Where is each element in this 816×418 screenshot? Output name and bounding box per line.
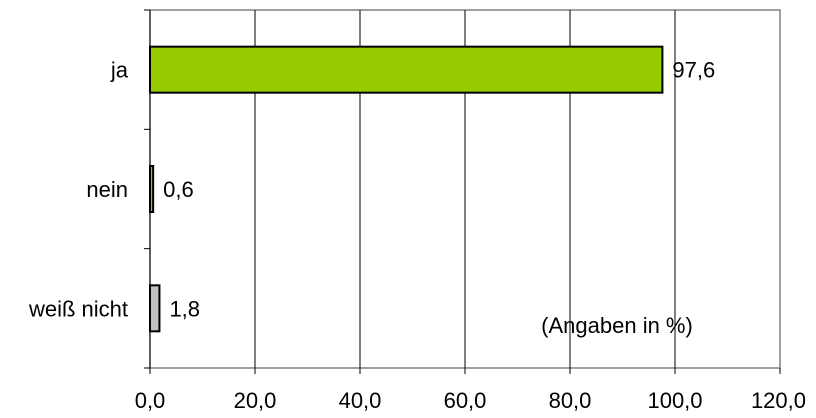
- x-tick-label: 120,0: [751, 388, 806, 413]
- axes: [144, 9, 781, 374]
- category-labels: ja nein weiß nicht: [28, 58, 129, 322]
- data-label: 0,6: [163, 177, 194, 202]
- x-tick-label: 100,0: [647, 388, 702, 413]
- category-label: ja: [110, 58, 129, 83]
- bar: [149, 45, 664, 94]
- x-tick-label: 80,0: [549, 388, 592, 413]
- x-tick-label: 60,0: [444, 388, 487, 413]
- x-tick-label: 0,0: [135, 388, 166, 413]
- data-labels: 97,6 0,6 1,8: [163, 58, 715, 322]
- chart-note: (Angaben in %): [541, 313, 693, 338]
- x-tick-label: 20,0: [234, 388, 277, 413]
- bar: [149, 284, 161, 333]
- data-label: 97,6: [672, 58, 715, 83]
- data-label: 1,8: [169, 296, 200, 321]
- x-tick-labels: 0,0 20,0 40,0 60,0 80,0 100,0 120,0: [135, 388, 806, 413]
- x-tick-label: 40,0: [339, 388, 382, 413]
- category-label: nein: [86, 177, 128, 202]
- category-label: weiß nicht: [28, 296, 128, 321]
